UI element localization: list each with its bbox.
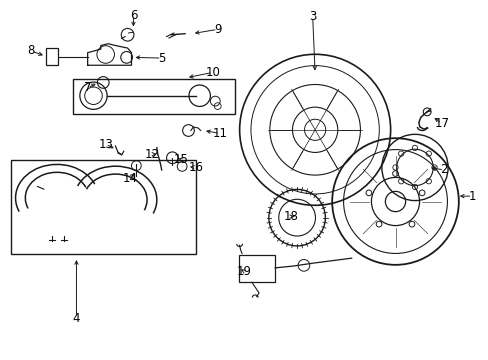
Text: 13: 13: [98, 138, 113, 150]
Text: 16: 16: [188, 161, 203, 174]
Text: 14: 14: [122, 172, 137, 185]
Text: 3: 3: [308, 10, 316, 23]
Text: 12: 12: [144, 148, 159, 161]
Bar: [11, 160, 195, 253]
Text: 8: 8: [27, 44, 35, 57]
Text: 19: 19: [237, 265, 251, 278]
Text: 9: 9: [214, 23, 221, 36]
Text: 5: 5: [158, 51, 165, 64]
Text: 7: 7: [84, 81, 91, 94]
Text: 17: 17: [433, 117, 448, 130]
Text: 2: 2: [440, 163, 447, 176]
Text: 1: 1: [468, 190, 475, 203]
Text: 15: 15: [173, 153, 188, 166]
Bar: [46, 48, 58, 65]
Text: 6: 6: [129, 9, 137, 22]
Bar: [238, 255, 275, 282]
Text: 4: 4: [73, 311, 80, 325]
Text: 10: 10: [205, 66, 220, 79]
Bar: [73, 78, 234, 114]
Text: 18: 18: [283, 210, 298, 223]
Text: 11: 11: [212, 127, 227, 140]
